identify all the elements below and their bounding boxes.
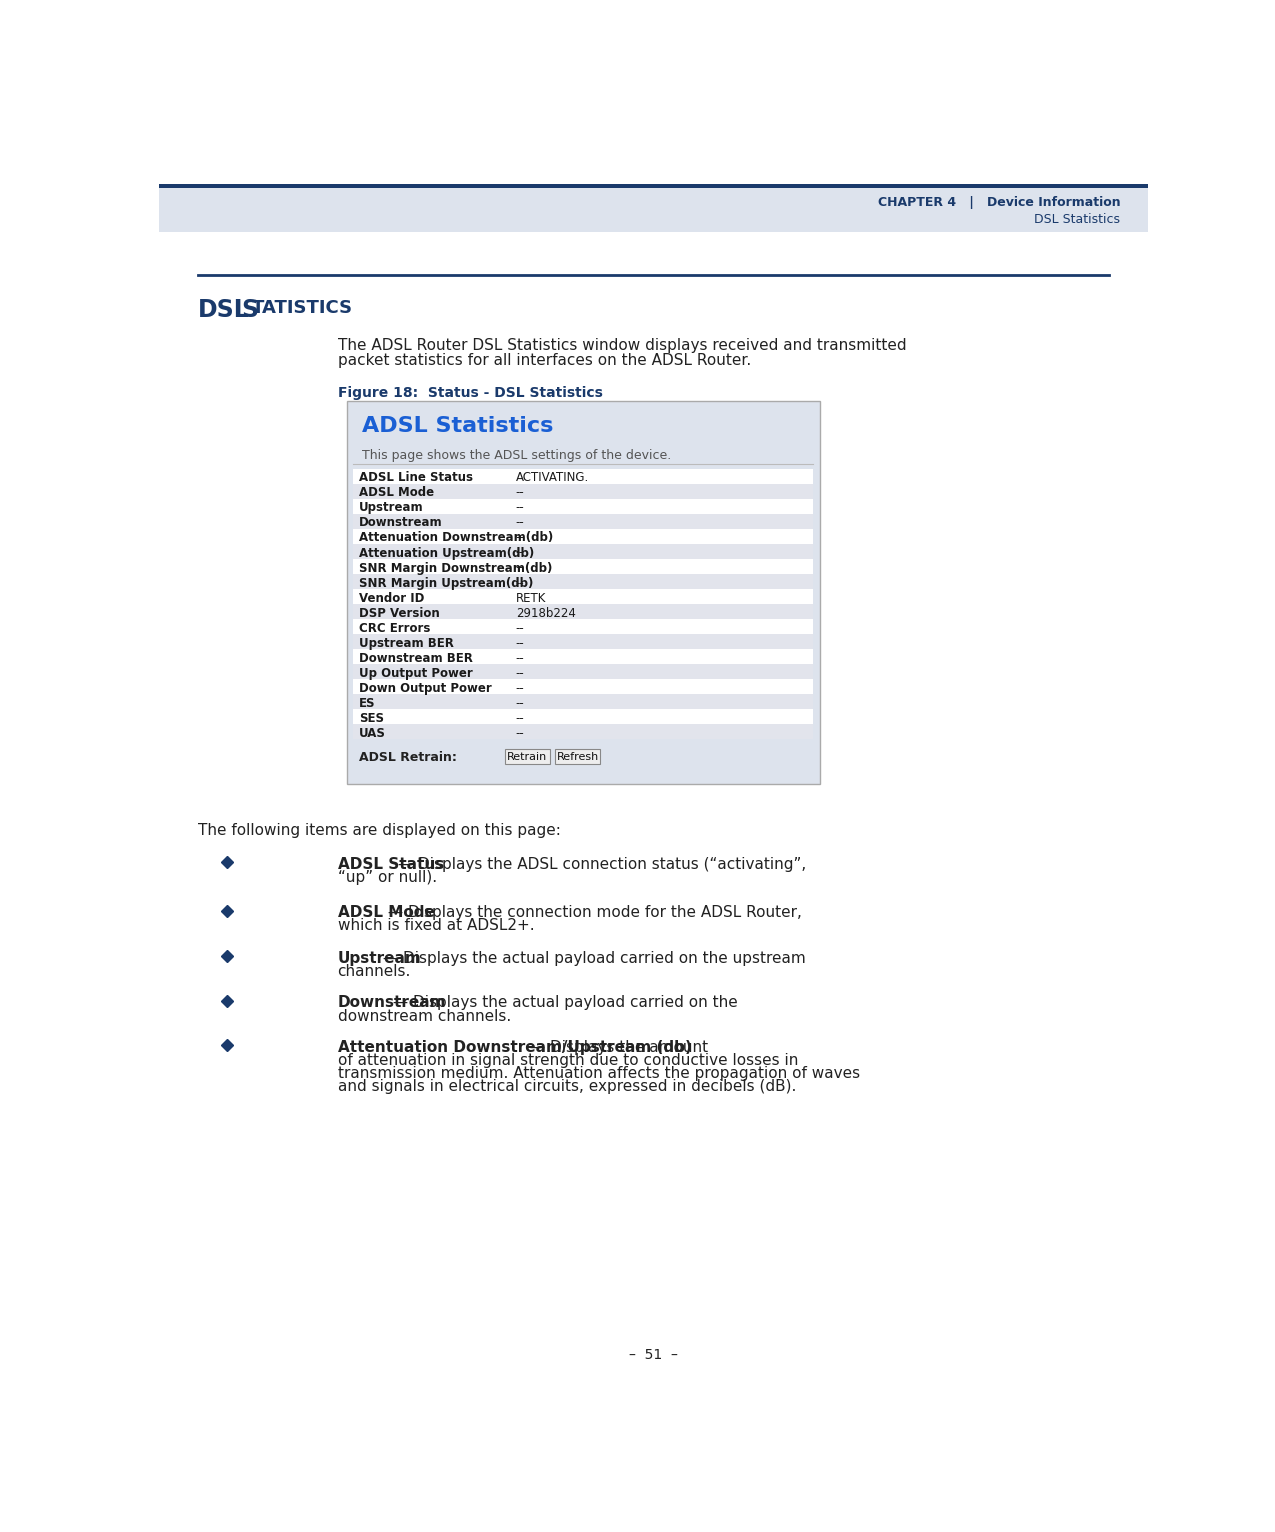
Text: --: -- [516, 532, 524, 544]
FancyBboxPatch shape [505, 749, 550, 764]
Text: which is fixed at ADSL2+.: which is fixed at ADSL2+. [338, 918, 534, 933]
Text: DSP Version: DSP Version [360, 607, 440, 619]
Text: --: -- [516, 487, 524, 499]
Text: Down Output Power: Down Output Power [360, 682, 492, 694]
FancyBboxPatch shape [556, 749, 601, 764]
Bar [353, 663, 813, 679]
Text: — Displays the actual payload carried on the: — Displays the actual payload carried on… [389, 996, 738, 1011]
Text: Vendor ID: Vendor ID [360, 591, 425, 605]
Text: ADSL Mode: ADSL Mode [338, 905, 435, 921]
Text: --: -- [516, 547, 524, 559]
Text: ADSL Mode: ADSL Mode [360, 487, 435, 499]
Text: Figure 18:  Status - DSL Statistics: Figure 18: Status - DSL Statistics [338, 386, 603, 400]
Text: — Displays the actual payload carried on the upstream: — Displays the actual payload carried on… [379, 951, 806, 965]
Text: --: -- [516, 622, 524, 634]
Text: --: -- [516, 562, 524, 574]
Bar [353, 725, 813, 738]
Bar [353, 544, 813, 559]
Text: of attenuation in signal strength due to conductive losses in: of attenuation in signal strength due to… [338, 1052, 798, 1068]
Text: This page shows the ADSL settings of the device.: This page shows the ADSL settings of the… [362, 449, 672, 461]
Text: --: -- [516, 726, 524, 740]
Text: --: -- [516, 637, 524, 650]
Text: DSL Statistics: DSL Statistics [1034, 213, 1121, 227]
Text: ADSL Line Status: ADSL Line Status [360, 472, 473, 484]
Text: Attenuation Downstream(db): Attenuation Downstream(db) [360, 532, 553, 544]
Text: Upstream BER: Upstream BER [360, 637, 454, 650]
Text: CHAPTER 4   |   Device Information: CHAPTER 4 | Device Information [877, 196, 1121, 210]
Text: --: -- [516, 697, 524, 709]
Bar [159, 184, 1148, 188]
Bar [353, 588, 813, 604]
Bar [353, 694, 813, 709]
Bar [353, 679, 813, 694]
Text: Refresh: Refresh [557, 752, 599, 761]
Text: Attentuation Downstream/Upstream (db): Attentuation Downstream/Upstream (db) [338, 1040, 691, 1056]
Text: --: -- [516, 516, 524, 530]
Bar [353, 529, 813, 544]
Text: Downstream: Downstream [338, 996, 446, 1011]
Text: SNR Margin Downstream(db): SNR Margin Downstream(db) [360, 562, 552, 574]
Bar [347, 401, 820, 784]
Text: 2918b224: 2918b224 [516, 607, 576, 619]
Text: The ADSL Router DSL Statistics window displays received and transmitted: The ADSL Router DSL Statistics window di… [338, 339, 907, 352]
Text: — Displays the ADSL connection status (“activating”,: — Displays the ADSL connection status (“… [394, 856, 807, 872]
Text: CRC Errors: CRC Errors [360, 622, 431, 634]
Bar [353, 469, 813, 484]
Text: --: -- [516, 501, 524, 515]
Bar [159, 184, 1148, 231]
Text: ADSL Status: ADSL Status [338, 856, 444, 872]
Text: The following items are displayed on this page:: The following items are displayed on thi… [198, 823, 561, 838]
Text: Upstream: Upstream [338, 951, 421, 965]
Bar [353, 559, 813, 574]
Text: RETK: RETK [516, 591, 546, 605]
Text: Attenuation Upstream(db): Attenuation Upstream(db) [360, 547, 534, 559]
Text: Up Output Power: Up Output Power [360, 666, 473, 680]
Bar [353, 513, 813, 529]
Text: and signals in electrical circuits, expressed in decibels (dB).: and signals in electrical circuits, expr… [338, 1080, 796, 1094]
Text: DSL: DSL [198, 297, 250, 322]
Bar [353, 619, 813, 634]
Text: S: S [241, 297, 259, 322]
Text: downstream channels.: downstream channels. [338, 1008, 511, 1023]
Text: --: -- [516, 712, 524, 725]
Text: transmission medium. Attenuation affects the propagation of waves: transmission medium. Attenuation affects… [338, 1066, 859, 1082]
Text: --: -- [516, 666, 524, 680]
Text: SNR Margin Upstream(db): SNR Margin Upstream(db) [360, 576, 534, 590]
Text: Upstream: Upstream [360, 501, 425, 515]
Bar [353, 499, 813, 513]
Text: –  51  –: – 51 – [629, 1348, 677, 1362]
Text: --: -- [516, 682, 524, 694]
Text: SES: SES [360, 712, 384, 725]
Text: ACTIVATING.: ACTIVATING. [516, 472, 589, 484]
Text: --: -- [516, 576, 524, 590]
Text: Downstream BER: Downstream BER [360, 651, 473, 665]
Text: “up” or null).: “up” or null). [338, 870, 437, 885]
Text: Retrain: Retrain [507, 752, 548, 761]
Bar [353, 574, 813, 588]
Bar [353, 709, 813, 725]
Text: ADSL Retrain:: ADSL Retrain: [360, 751, 458, 764]
Text: --: -- [516, 651, 524, 665]
Text: channels.: channels. [338, 964, 411, 979]
Text: Downstream: Downstream [360, 516, 442, 530]
Text: — Displays the connection mode for the ADSL Router,: — Displays the connection mode for the A… [384, 905, 802, 921]
Text: ADSL Statistics: ADSL Statistics [362, 417, 553, 437]
Text: packet statistics for all interfaces on the ADSL Router.: packet statistics for all interfaces on … [338, 354, 751, 368]
Bar [353, 484, 813, 499]
Bar [353, 604, 813, 619]
Text: TATISTICS: TATISTICS [252, 299, 353, 317]
Text: UAS: UAS [360, 726, 386, 740]
Text: ES: ES [360, 697, 376, 709]
Bar [353, 650, 813, 663]
Text: — Displays the amount: — Displays the amount [525, 1040, 709, 1056]
Bar [353, 634, 813, 650]
